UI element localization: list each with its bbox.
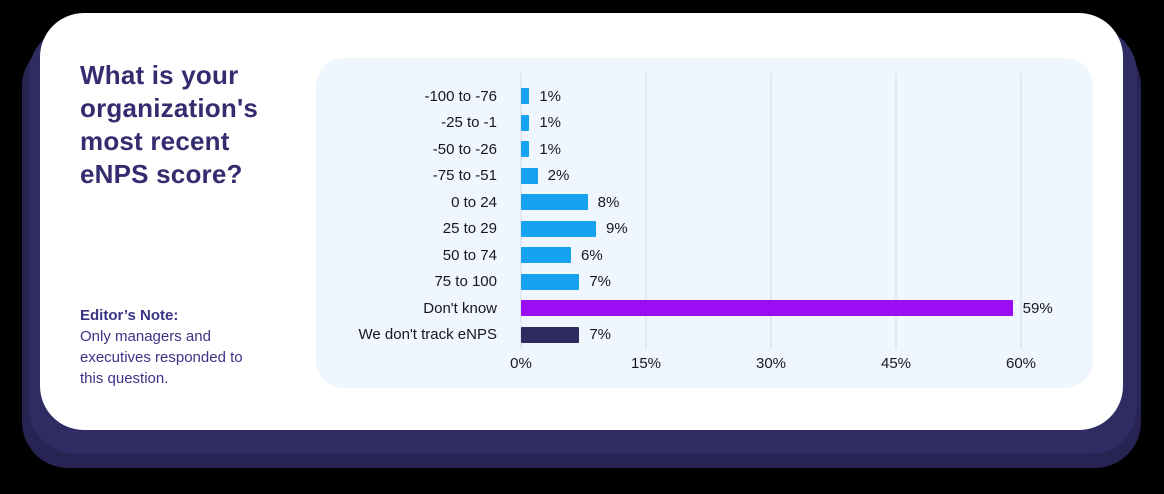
- value-label: 9%: [606, 220, 628, 238]
- x-axis-tick-label: 30%: [755, 355, 787, 372]
- value-label: 1%: [539, 114, 562, 132]
- gridline-45%: [895, 73, 897, 349]
- bar: [521, 194, 588, 211]
- value-label: 2%: [547, 167, 570, 185]
- editor-note-label: Editor’s Note:: [80, 307, 179, 324]
- value-label: 1%: [539, 87, 562, 105]
- category-label: We don't track eNPS: [358, 326, 497, 344]
- editor-note-text: Only managers and executives responded t…: [80, 328, 243, 387]
- question-column: What is your organization's most recent …: [80, 59, 295, 191]
- category-label: -75 to -51: [432, 167, 497, 185]
- bar: [521, 326, 580, 343]
- bar: [521, 167, 538, 184]
- bar: [521, 114, 530, 131]
- bar-row: -100 to -76 1%: [316, 83, 1093, 110]
- bar: [521, 273, 580, 290]
- gridline-15%: [645, 73, 647, 349]
- category-label: 0 to 24: [451, 193, 497, 211]
- gridline-30%: [770, 73, 772, 349]
- chart-rows: -100 to -76 1% -25 to -1 1% -50 to -26 1% -75 …: [316, 83, 1093, 348]
- category-label: -25 to -1: [441, 114, 497, 132]
- category-label: 50 to 74: [442, 246, 497, 264]
- value-label: 1%: [539, 140, 562, 158]
- bar-row: We don't track eNPS 7%: [316, 322, 1093, 349]
- bar: [521, 300, 1013, 317]
- bar-row: Don't know 59%: [316, 295, 1093, 322]
- category-label: -100 to -76: [424, 87, 497, 105]
- chart-x-axis: 0% 15% 30% 45% 60%: [316, 355, 1093, 375]
- bar-row: 75 to 100 7%: [316, 269, 1093, 296]
- category-label: Don't know: [423, 299, 497, 317]
- x-axis-tick-label: 15%: [630, 355, 662, 372]
- value-label: 6%: [581, 246, 603, 264]
- bar-row: -25 to -1 1%: [316, 110, 1093, 137]
- bar-row: 50 to 74 6%: [316, 242, 1093, 269]
- bar-row: 25 to 29 9%: [316, 216, 1093, 243]
- editor-note: Editor’s Note: Only managers and executi…: [80, 305, 260, 389]
- question-title: What is your organization's most recent …: [80, 60, 258, 189]
- value-label: 7%: [589, 326, 612, 344]
- x-axis-tick-label: 0%: [510, 355, 532, 372]
- x-axis-tick-label: 60%: [1005, 355, 1037, 372]
- bar-row: 0 to 24 8%: [316, 189, 1093, 216]
- x-axis-tick-label: 45%: [880, 355, 912, 372]
- value-label: 59%: [1022, 299, 1053, 317]
- gridline-60%: [1020, 73, 1022, 349]
- bar: [521, 247, 571, 264]
- bar: [521, 220, 596, 237]
- gridline-0%: [520, 73, 522, 349]
- category-label: 75 to 100: [434, 273, 497, 291]
- bar-row: -75 to -51 2%: [316, 163, 1093, 190]
- chart-panel: -100 to -76 1% -25 to -1 1% -50 to -26 1% -75 …: [316, 58, 1093, 388]
- value-label: 7%: [589, 273, 612, 291]
- bar: [521, 88, 530, 105]
- category-label: 25 to 29: [442, 220, 497, 238]
- category-label: -50 to -26: [432, 140, 497, 158]
- survey-result-card: What is your organization's most recent …: [40, 13, 1123, 430]
- value-label: 8%: [597, 193, 620, 211]
- bar: [521, 141, 530, 158]
- bar-row: -50 to -26 1%: [316, 136, 1093, 163]
